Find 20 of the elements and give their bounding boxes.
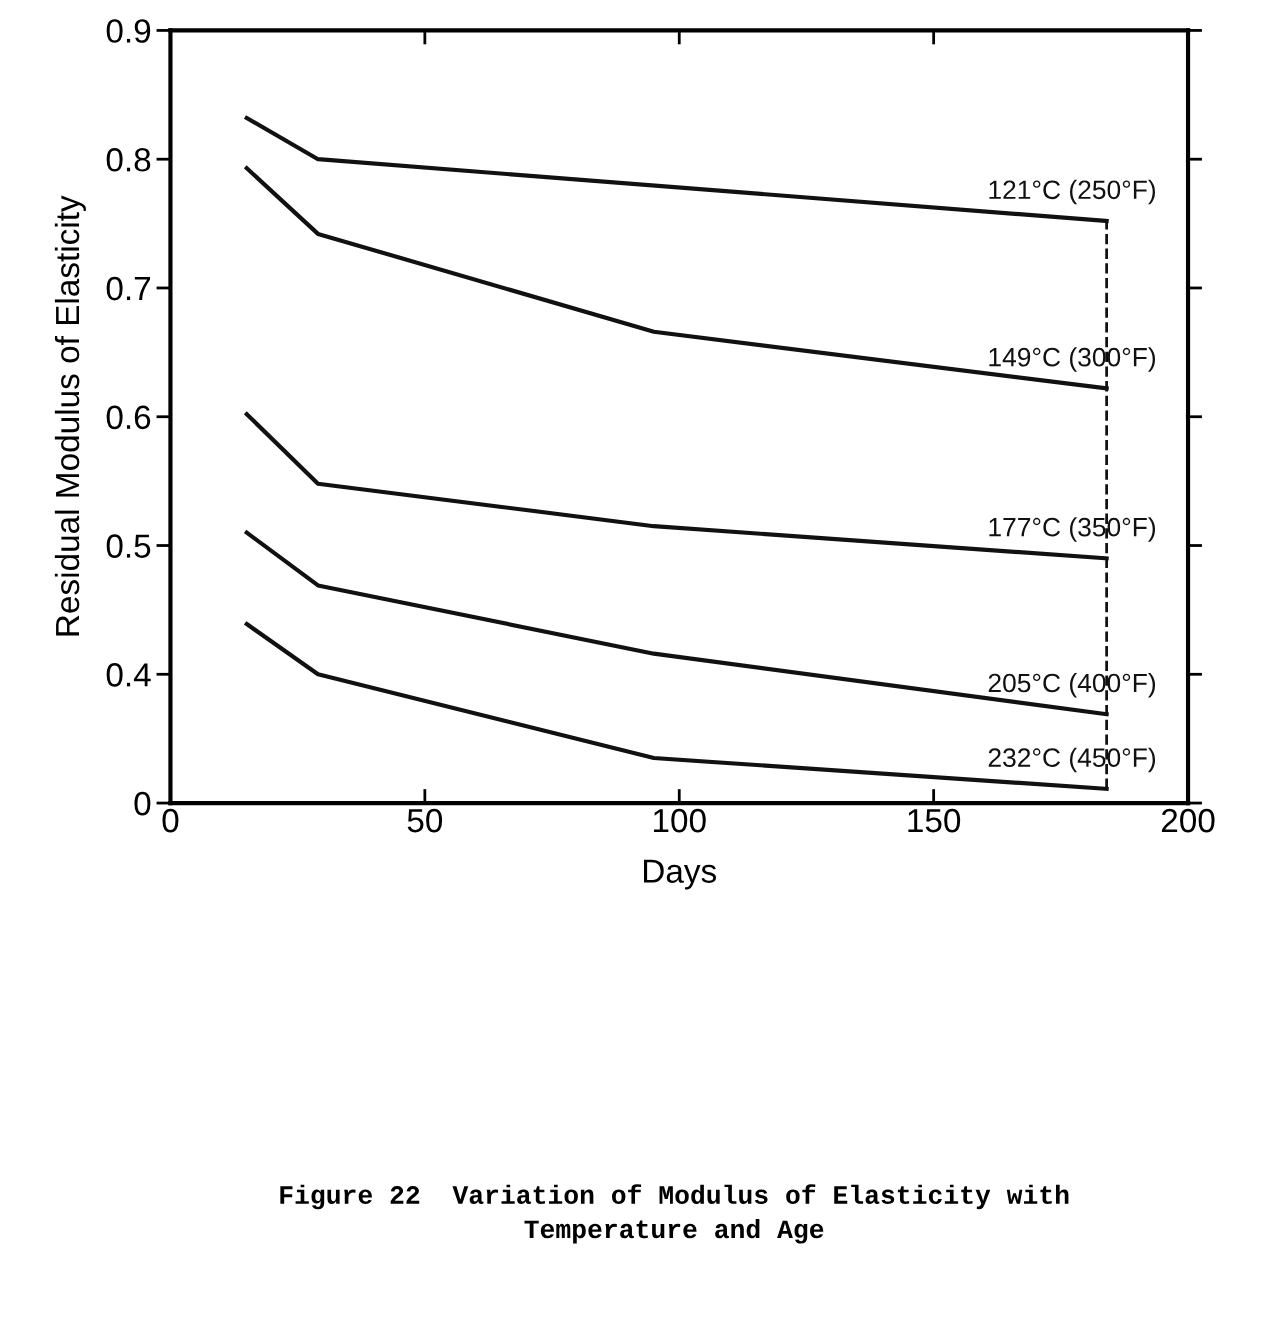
x-tick-label: 50 bbox=[407, 808, 443, 833]
x-axis-title: Days bbox=[644, 859, 717, 890]
y-tick-label: 0 bbox=[134, 791, 151, 816]
x-tick-label: 150 bbox=[908, 808, 961, 833]
y-tick-label: 0.5 bbox=[106, 534, 151, 558]
y-tick-label: 0.7 bbox=[106, 276, 151, 301]
series-label: 205°C (400°F) bbox=[988, 672, 1156, 698]
y-axis-title: Residual Modulus of Elasticity bbox=[54, 195, 86, 636]
caption: Figure 22 Variation of Modulus of Elasticity with Temperature and Age bbox=[280, 1184, 1069, 1244]
y-tick-label: 0.4 bbox=[106, 663, 151, 687]
series-label: 149°C (300°F) bbox=[989, 347, 1156, 372]
x-tick-label: 0 bbox=[162, 808, 179, 833]
series-label: 121°C (250°F) bbox=[989, 179, 1156, 205]
series-label: 177°C (350°F) bbox=[989, 517, 1156, 542]
series-label: 232°C (450°F) bbox=[988, 747, 1156, 773]
x-tick-label: 100 bbox=[653, 808, 706, 833]
y-tick-label: 0.6 bbox=[106, 405, 151, 430]
x-tick-label: 200 bbox=[1161, 808, 1215, 833]
y-tick-label: 0.8 bbox=[106, 148, 151, 172]
y-tick-label: 0.9 bbox=[106, 19, 151, 43]
